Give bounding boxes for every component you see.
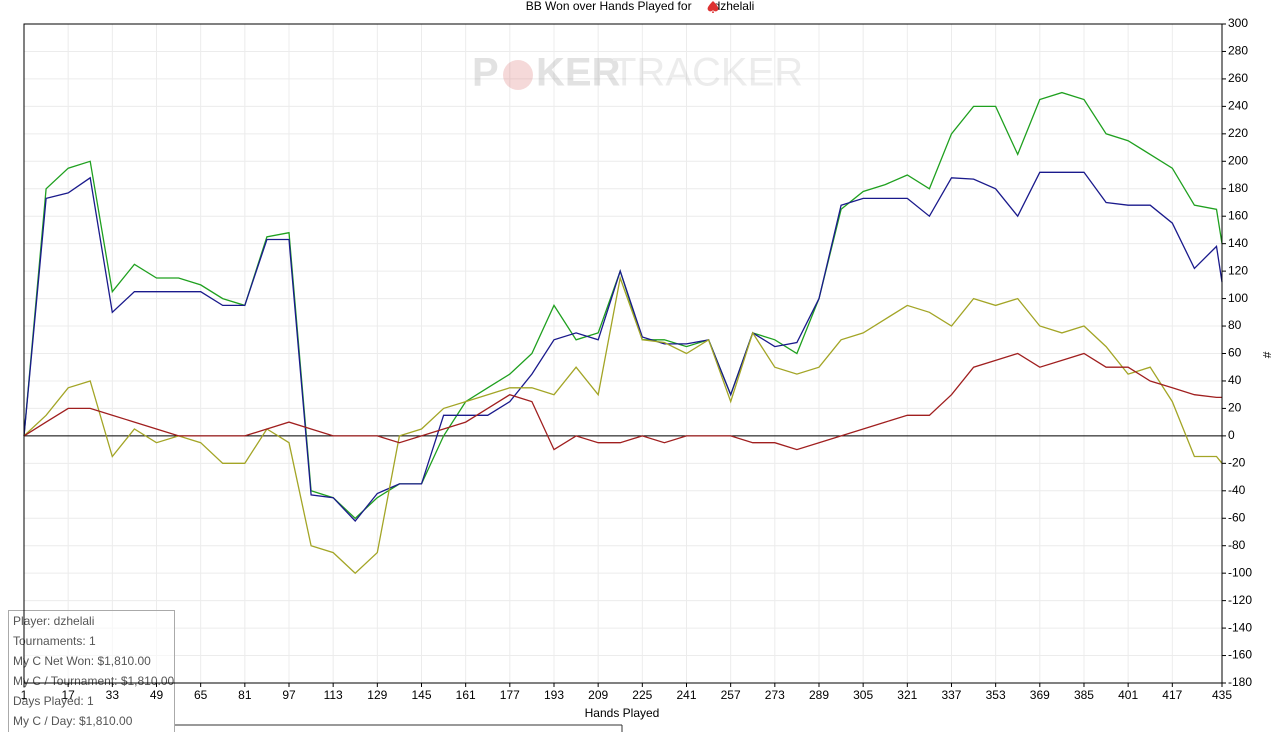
y-tick-label: 240 [1228,99,1248,113]
plot-area [23,91,1223,575]
info-line: Player: dzhelali [13,614,94,628]
info-line: My C / Tournament: $1,810.00 [13,674,175,688]
y-tick-label: 140 [1228,236,1248,250]
y-tick-label: 220 [1228,126,1248,140]
x-tick-label: 49 [150,688,164,702]
y-tick-label: 300 [1228,16,1248,30]
y-tick-label: 180 [1228,181,1248,195]
y-tick-label: 100 [1228,291,1248,305]
info-line: My C Net Won: $1,810.00 [13,654,151,668]
series-line [23,171,1223,522]
watermark-chip [503,60,533,90]
x-tick-label: 33 [106,688,120,702]
y-tick-label: -100 [1228,565,1252,579]
watermark-part: TRACKER [612,51,803,95]
x-tick-label: 257 [721,688,741,702]
x-tick-label: 193 [544,688,564,702]
x-tick-label: 337 [941,688,961,702]
y-tick-label: 40 [1228,373,1242,387]
x-tick-label: 289 [809,688,829,702]
y-tick-label: -60 [1228,510,1246,524]
x-tick-label: 385 [1074,688,1094,702]
y-tick-label: 60 [1228,346,1242,360]
y-tick-label: -80 [1228,538,1246,552]
x-tick-label: 369 [1030,688,1050,702]
x-tick-label: 113 [324,688,343,702]
y-axis-label: # [1260,352,1271,359]
x-tick-label: 353 [986,688,1006,702]
y-tick-label: 280 [1228,44,1248,58]
y-tick-label: -120 [1228,593,1252,607]
x-axis-label: Hands Played [585,706,660,720]
info-line: Days Played: 1 [13,694,94,708]
x-tick-label: 305 [853,688,873,702]
info-line: My C / Day: $1,810.00 [13,714,133,728]
series-line [23,275,1223,575]
x-tick-label: 209 [588,688,608,702]
chart-title: BB Won over Hands Played for dzhelali [526,0,755,13]
y-tick-label: 120 [1228,263,1248,277]
y-tick-label: -160 [1228,648,1252,662]
y-tick-label: -140 [1228,620,1252,634]
x-tick-label: 129 [367,688,387,702]
watermark-part: P [472,51,499,95]
y-tick-label: -40 [1228,483,1246,497]
spade-icon [707,1,719,13]
x-tick-label: 65 [194,688,208,702]
info-box-frame [8,610,175,732]
x-tick-label: 273 [765,688,785,702]
y-tick-label: 20 [1228,401,1242,415]
title-text: BB Won over Hands Played for [526,0,692,13]
series-line [23,352,1222,451]
y-tick-label: -20 [1228,456,1246,470]
title-player: dzhelali [714,0,755,13]
y-tick-label: 0 [1228,428,1235,442]
y-tick-label: 260 [1228,71,1248,85]
watermark-part: KER [536,51,621,95]
y-tick-label: 80 [1228,318,1242,332]
info-box: Player: dzhelali Tournaments: 1 My C Net W… [8,610,175,732]
y-tick-label: 160 [1228,208,1248,222]
x-tick-label: 1 [21,688,28,702]
x-tick-label: 417 [1162,688,1182,702]
x-tick-label: 401 [1118,688,1138,702]
info-line: Tournaments: 1 [13,634,96,648]
x-tick-label: 97 [282,688,296,702]
x-tick-label: 145 [411,688,431,702]
plot-frame [23,23,1223,684]
x-tick-label: 177 [500,688,520,702]
x-tick-label: 225 [632,688,652,702]
y-tick-label: -180 [1228,675,1252,689]
x-tick-label: 81 [238,688,252,702]
y-tick-label: 200 [1228,153,1248,167]
x-tick-label: 17 [61,688,75,702]
x-tick-label: 435 [1212,688,1232,702]
x-tick-label: 241 [676,688,696,702]
x-tick-label: 321 [897,688,917,702]
x-tick-label: 161 [456,688,476,702]
watermark: P KER TRACKER [472,51,803,95]
